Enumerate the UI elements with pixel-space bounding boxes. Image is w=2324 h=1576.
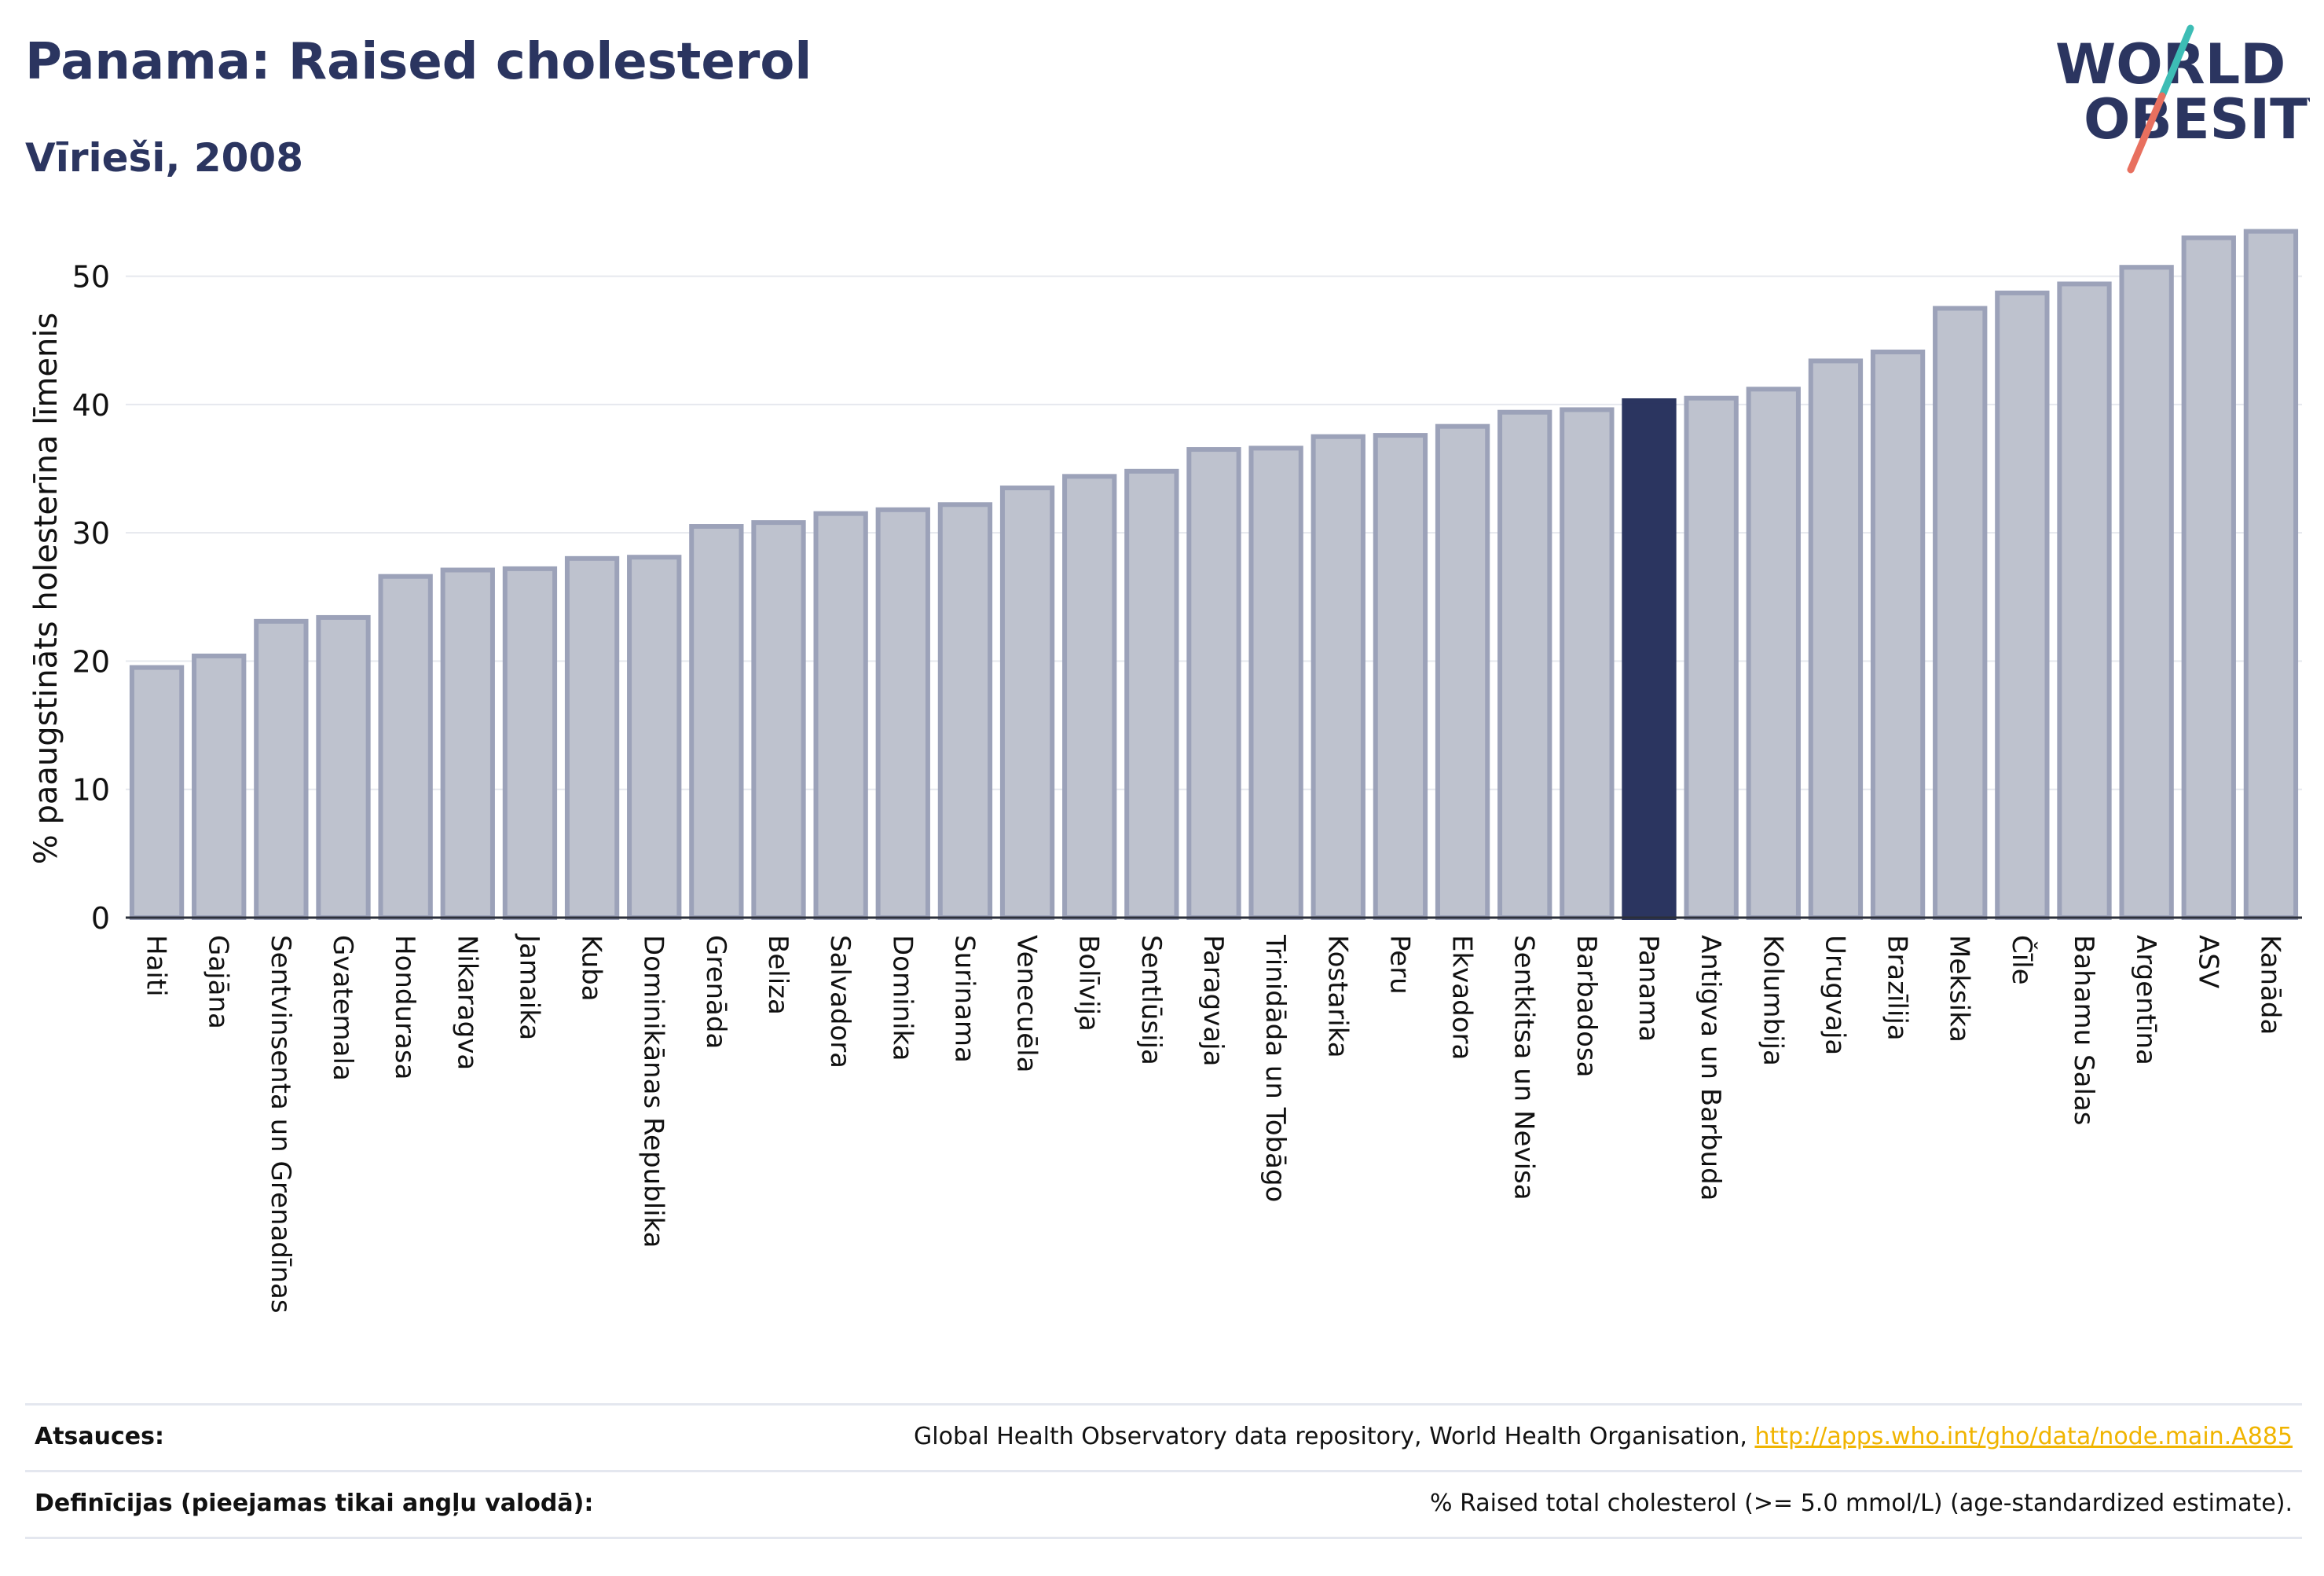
x-tick-label: Brazīlija [1882,935,1913,1041]
logo-line-world: WORLD [2055,32,2286,97]
logo-slash-teal [2158,24,2194,100]
definitions-row: Definīcijas (pieejamas tikai angļu valod… [25,1470,2302,1539]
y-tick-label: 30 [72,516,110,551]
bar [1808,358,1864,920]
x-tick-label: Grenāda [700,935,731,1049]
x-tick-label: Gajāna [203,935,234,1029]
world-obesity-logo: WORLD OBESITY [2055,24,2310,174]
y-tick-label: 20 [72,644,110,679]
bar [689,524,744,920]
bar [2119,265,2174,920]
x-tick-label: Kuba [576,935,607,1002]
definitions-label: Definīcijas (pieejamas tikai angļu valod… [35,1490,594,1517]
x-tick-label: Salvadora [824,935,856,1068]
sources-link[interactable]: http://apps.who.int/gho/data/node.main.A… [1754,1423,2293,1450]
bar [1684,395,1739,920]
bar [937,502,993,920]
x-tick-label: Paragvaja [1197,935,1229,1066]
x-tick-label: Jamaika [513,933,544,1040]
x-tick-label: Kolumbija [1757,935,1788,1066]
x-tick-label: Surinama [948,935,980,1063]
x-tick-label: Haiti [141,935,172,997]
x-tick-label: Dominikānas Republika [638,935,669,1248]
bar [1310,434,1365,920]
x-tick-label: Ekvadora [1446,935,1478,1060]
x-tick-label: Čīle [2006,935,2038,985]
bar [1186,447,1241,920]
x-tick-label: Trinidāda un Tobāgo [1259,934,1291,1202]
bar [999,486,1055,920]
y-axis-label: % paaugstināts holesterīna līmenis [28,313,64,865]
x-tick-label: Beliza [762,935,794,1015]
x-tick-label: Sentkitsa un Nevisa [1508,935,1540,1200]
x-tick-label: Nikaragva [451,935,482,1070]
chart-title: Panama: Raised cholesterol [25,33,812,91]
x-tick-label: Hondurasa [389,935,420,1079]
x-tick-label: Dominika [886,935,918,1061]
footer: Atsauces: Global Health Observatory data… [25,1403,2302,1539]
y-tick-label: 50 [72,260,110,295]
bar [1497,409,1552,920]
sources-value: Global Health Observatory data repositor… [914,1423,2293,1450]
sources-label: Atsauces: [35,1423,164,1450]
bar [1560,407,1615,920]
x-tick-label: Kanāda [2254,935,2286,1035]
x-tick-label: Sentvinsenta un Grenadīnas [265,935,296,1314]
x-tick-label: Barbadosa [1571,935,1602,1078]
bar [440,567,495,920]
x-tick-label: Venecuēla [1011,935,1043,1072]
bar [129,665,185,920]
bars [129,229,2299,921]
y-tick-label: 40 [72,388,110,423]
bar [1870,349,1926,920]
logo-line-obesity: OBESITY [2084,87,2310,152]
x-axis-ticks: Haiti Gajāna Sentvinsenta un Grenadīnas Gva… [141,933,2286,1314]
bar [316,614,371,921]
bar [564,555,620,920]
bar [1373,433,1428,920]
chart-subtitle: Vīrieši, 2008 [25,135,304,181]
bar [1248,445,1303,920]
sources-text: Global Health Observatory data repositor… [914,1423,1755,1450]
bar [813,511,868,920]
y-tick-label: 0 [91,901,110,936]
y-tick-label: 10 [72,773,110,808]
bar [1062,474,1117,920]
bar [1746,387,1801,921]
x-tick-label: Kostarika [1321,935,1353,1058]
bar [875,507,930,920]
bar [502,566,558,920]
bar [2057,281,2112,920]
x-tick-label: Antigva un Barbuda [1695,935,1726,1201]
definitions-value: % Raised total cholesterol (>= 5.0 mmol/… [1430,1490,2293,1517]
x-tick-label: Panama [1633,935,1664,1042]
x-tick-label: Sentlūsija [1135,935,1167,1065]
sources-row: Atsauces: Global Health Observatory data… [25,1403,2302,1470]
bar [192,653,247,920]
bar [627,555,682,920]
bar-chart: 0 10 20 30 40 50 Haiti Gajāna Sentvinsenta un G… [28,229,2302,1314]
x-tick-label: Bahamu Salas [2068,935,2099,1125]
bar [1933,306,1988,921]
bar [1124,468,1179,920]
bar [254,618,309,921]
bar [1995,290,2050,920]
x-tick-label: Gvatemala [327,935,358,1081]
x-tick-label: ASV [2192,935,2223,988]
x-tick-label: Meksika [1944,935,1975,1043]
x-tick-label: Peru [1384,935,1415,995]
bar [378,574,433,920]
x-tick-label: Urugvaja [1819,935,1850,1055]
y-axis-ticks: 0 10 20 30 40 50 [72,260,110,936]
x-tick-label: Argentīna [2130,935,2161,1065]
bar [2243,229,2299,920]
bar [1622,398,1677,920]
bar [2181,235,2236,920]
bar [751,520,806,920]
bar [1435,423,1490,920]
logo-slash-coral [2127,92,2166,174]
x-tick-label: Bolīvija [1073,935,1105,1032]
